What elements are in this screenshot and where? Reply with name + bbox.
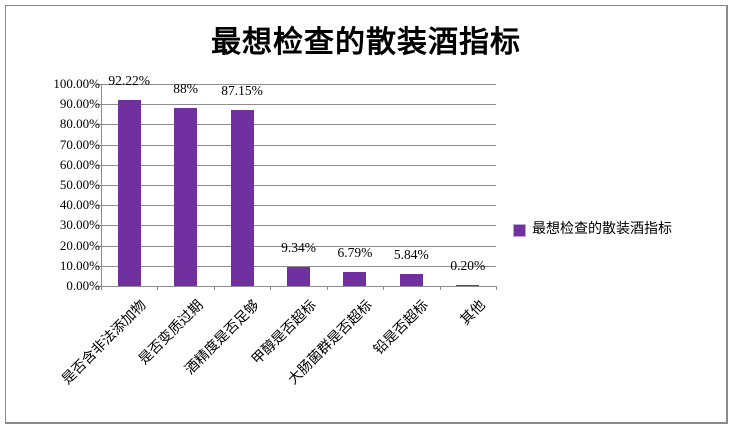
- x-axis-tick: [383, 286, 385, 290]
- x-axis-tick: [157, 286, 159, 290]
- y-axis-tick: [96, 265, 101, 267]
- y-axis-label: 0.00%: [66, 278, 100, 293]
- y-axis-label: 90.00%: [59, 96, 100, 112]
- chart-frame: 最想检查的散装酒指标 100.00% 90.00% 80.00% 70.00% 60.0…: [5, 5, 728, 424]
- bar: [174, 108, 198, 286]
- bar: [230, 109, 254, 286]
- x-axis-label: 其他: [457, 298, 489, 329]
- y-axis-tick: [96, 84, 101, 85]
- legend: 最想检查的散装酒指标: [513, 222, 672, 238]
- x-axis-tick: [213, 286, 215, 290]
- bar-value-label: 5.84%: [393, 247, 429, 263]
- gridline: [101, 164, 496, 166]
- y-axis-tick: [96, 245, 101, 247]
- bar-value-label: 92.22%: [108, 72, 151, 88]
- y-axis-tick: [96, 144, 101, 146]
- gridline: [101, 144, 496, 146]
- x-axis-label: 铅是否超标: [371, 298, 432, 359]
- y-axis-tick: [96, 164, 101, 166]
- bar-value-label: 88%: [173, 81, 199, 97]
- bar: [343, 272, 367, 286]
- y-axis-tick: [96, 124, 101, 126]
- gridline: [101, 245, 496, 247]
- gridline: [101, 124, 496, 126]
- y-axis-tick: [96, 225, 101, 227]
- bar-value-label: 9.34%: [281, 240, 316, 256]
- x-axis-tick: [101, 286, 102, 290]
- gridline: [101, 225, 496, 227]
- bar: [117, 99, 141, 286]
- y-axis-label: 40.00%: [59, 197, 100, 213]
- bar: [399, 274, 423, 286]
- plot-area: 100.00% 90.00% 80.00% 70.00% 60.00% 50.00% 40.…: [6, 6, 726, 422]
- bar: [456, 284, 480, 286]
- gridline: [101, 205, 496, 207]
- chart-title: 最想检查的散装酒指标: [211, 26, 521, 59]
- gridline: [101, 104, 496, 106]
- bar-value-label: 6.79%: [337, 245, 373, 261]
- gridline: [101, 84, 496, 85]
- x-axis-label: 是否含非法添加物: [60, 298, 150, 388]
- bar-value-label: 0.20%: [450, 257, 486, 273]
- y-axis-label: 70.00%: [59, 136, 100, 152]
- legend-swatch: [513, 223, 526, 237]
- y-axis-tick: [96, 205, 101, 207]
- gridline: [101, 265, 496, 267]
- x-axis-tick: [496, 286, 497, 290]
- x-axis-tick: [439, 286, 441, 290]
- x-axis-tick: [326, 286, 328, 290]
- y-axis-label: 60.00%: [59, 156, 100, 172]
- x-axis-tick: [270, 286, 272, 290]
- legend-label: 最想检查的散装酒指标: [532, 222, 672, 237]
- y-axis-tick: [96, 104, 101, 106]
- gridline: [101, 185, 496, 186]
- y-axis-label: 10.00%: [59, 257, 100, 273]
- y-axis-label: 100.00%: [53, 76, 100, 91]
- gridline: [101, 286, 496, 287]
- y-axis-label: 50.00%: [59, 177, 100, 192]
- y-axis-label: 20.00%: [59, 237, 100, 253]
- y-axis-line: [101, 84, 102, 290]
- y-axis-label: 30.00%: [59, 217, 100, 233]
- bar-value-label: 87.15%: [221, 82, 263, 98]
- y-axis-tick: [96, 286, 101, 287]
- bar: [287, 267, 310, 286]
- y-axis-label: 80.00%: [59, 116, 100, 132]
- y-axis-tick: [96, 185, 101, 186]
